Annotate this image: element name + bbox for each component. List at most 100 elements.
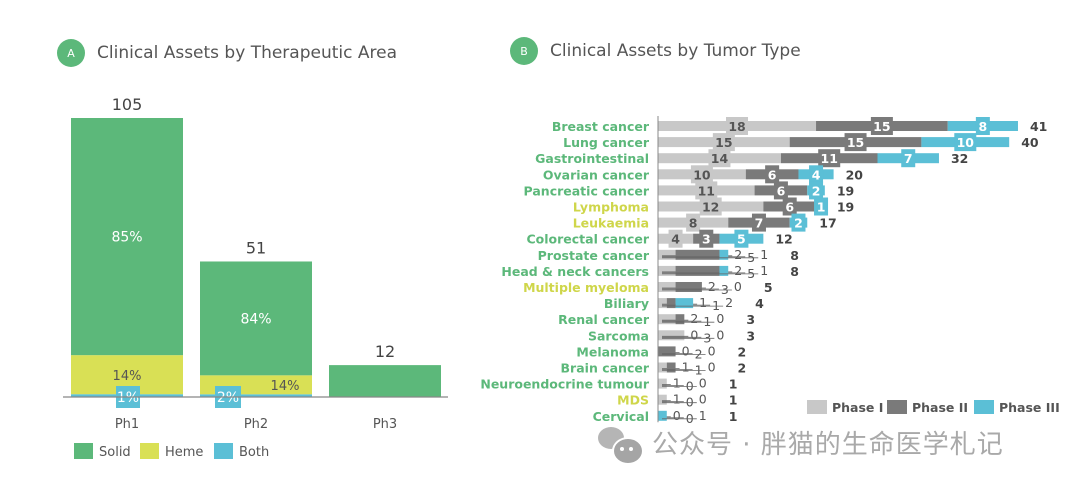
legend-swatch-phase-3 bbox=[974, 400, 994, 414]
tumor-label: Multiple myeloma bbox=[523, 280, 649, 295]
tumor-label: Leukaemia bbox=[573, 216, 649, 231]
phase-value-label: 5 bbox=[747, 250, 755, 265]
legend-swatch-heme bbox=[140, 443, 159, 459]
value-label-box bbox=[765, 165, 780, 184]
bar-total-label: 105 bbox=[112, 95, 143, 114]
phase-value-label: 3 bbox=[721, 282, 729, 297]
value-label-box bbox=[814, 197, 829, 216]
phase-value-label: 1 bbox=[760, 263, 768, 278]
legend-swatch-solid bbox=[74, 443, 93, 459]
value-label-box bbox=[870, 117, 893, 135]
phase-value-label: 1 bbox=[673, 392, 681, 407]
phase-value-label: 11 bbox=[821, 151, 838, 166]
row-total-label: 2 bbox=[738, 361, 747, 376]
tumor-label: Melanoma bbox=[576, 344, 649, 359]
category-label-ph3: Ph3 bbox=[373, 417, 397, 432]
tumor-label: Breast cancer bbox=[552, 119, 650, 134]
phase-value-label: 2 bbox=[725, 295, 733, 310]
bar-segment-phase-3 bbox=[719, 249, 729, 260]
phase-value-label: 6 bbox=[768, 167, 777, 182]
value-label-box bbox=[809, 165, 824, 184]
row-total-label: 5 bbox=[764, 280, 773, 295]
phase-value-label: 1 bbox=[673, 376, 681, 391]
panel-b-title: B Clinical Assets by Tumor Type bbox=[510, 37, 801, 65]
row-total-label: 20 bbox=[846, 167, 864, 182]
phase-value-label: 0 bbox=[716, 327, 724, 342]
phase-value-label: 2 bbox=[708, 279, 716, 294]
legend-label-phase-1: Phase I bbox=[832, 400, 883, 415]
value-label-box bbox=[699, 229, 714, 248]
bar-segment-phase-1 bbox=[658, 265, 676, 276]
phase-value-label: 0 bbox=[708, 343, 716, 358]
heme-percent-label: 14% bbox=[271, 379, 300, 394]
row-total-label: 32 bbox=[951, 151, 968, 166]
phase-value-label: 0 bbox=[686, 379, 694, 394]
wechat-icon bbox=[598, 425, 644, 465]
bar-segment-phase-2 bbox=[675, 265, 720, 276]
tumor-label: Renal cancer bbox=[558, 312, 650, 327]
bar-segment-phase-2 bbox=[675, 314, 685, 325]
row-total-label: 41 bbox=[1030, 119, 1047, 134]
bar-segment-solid bbox=[71, 118, 183, 356]
phase-value-label: 3 bbox=[703, 330, 711, 345]
legend-label-phase-3: Phase III bbox=[999, 400, 1060, 415]
phase-value-label: 0 bbox=[699, 392, 707, 407]
row-total-label: 3 bbox=[746, 312, 755, 327]
phase-value-label: 10 bbox=[957, 135, 975, 150]
tumor-label: Ovarian cancer bbox=[543, 167, 650, 182]
phase-value-label: 15 bbox=[715, 135, 732, 150]
bar-segment-phase-1 bbox=[658, 362, 667, 373]
row-total-label: 12 bbox=[775, 232, 792, 247]
phase-value-label: 12 bbox=[702, 200, 719, 215]
tumor-label: Colorectal cancer bbox=[526, 232, 649, 247]
bar-segment-both bbox=[200, 394, 312, 397]
bar-segment-phase-1 bbox=[658, 394, 667, 405]
phase-value-label: 4 bbox=[671, 232, 680, 247]
row-total-label: 19 bbox=[837, 200, 854, 215]
phase-value-label: 2 bbox=[794, 216, 803, 231]
bar-segment-phase-1 bbox=[658, 330, 685, 341]
phase-value-label: 0 bbox=[682, 343, 690, 358]
tumor-label: Prostate cancer bbox=[538, 248, 650, 263]
value-label-box bbox=[844, 133, 867, 152]
row-total-label: 17 bbox=[819, 216, 836, 231]
phase-value-label: 0 bbox=[708, 360, 716, 375]
phase-value-label: 0 bbox=[699, 376, 707, 391]
legend-swatch-both bbox=[214, 443, 233, 459]
bar-segment-phase-3 bbox=[719, 265, 729, 276]
row-total-label: 1 bbox=[729, 377, 738, 392]
category-label-ph1: Ph1 bbox=[115, 417, 139, 432]
row-total-label: 19 bbox=[837, 183, 854, 198]
value-label-box bbox=[975, 117, 990, 135]
phase-value-label: 1 bbox=[703, 314, 711, 329]
legend-swatch-phase-1 bbox=[807, 400, 827, 414]
bar-segment-phase-2 bbox=[675, 282, 702, 292]
phase-value-label: 1 bbox=[699, 295, 707, 310]
phase-value-label: 15 bbox=[847, 135, 864, 150]
tumor-label: Lung cancer bbox=[563, 135, 650, 150]
legend-label-both: Both bbox=[239, 445, 269, 460]
bar-segment-phase-2 bbox=[666, 298, 676, 309]
watermark: 公众号 · 胖猫的生命医学札记 bbox=[598, 424, 1004, 465]
row-total-label: 4 bbox=[755, 296, 764, 311]
value-label-box bbox=[726, 117, 749, 135]
legend-label-solid: Solid bbox=[99, 445, 131, 460]
solid-percent-label: 84% bbox=[240, 311, 271, 327]
watermark-text: 公众号 · 胖猫的生命医学札记 bbox=[652, 430, 1004, 460]
therapeutic-area-chart: 105 85% 14% 1% Ph1 51 84% 14% 2% Ph2 12 Ph3 Solid Hem… bbox=[63, 95, 448, 460]
value-label-box bbox=[791, 213, 806, 232]
bar-segment-phase-3 bbox=[658, 410, 667, 421]
both-percent-label: 1% bbox=[117, 390, 139, 406]
value-label-box bbox=[782, 197, 797, 216]
tumor-label: Sarcoma bbox=[588, 328, 649, 343]
phase-value-label: 5 bbox=[747, 266, 755, 281]
solid-percent-label: 85% bbox=[111, 230, 142, 246]
heme-percent-label: 14% bbox=[113, 369, 142, 384]
bar-segment-phase-1 bbox=[658, 249, 676, 260]
phase-value-label: 1 bbox=[682, 360, 690, 375]
row-total-label: 3 bbox=[746, 328, 755, 343]
phase-value-label: 11 bbox=[698, 183, 715, 198]
row-total-label: 2 bbox=[738, 344, 747, 359]
panel-a-badge: A bbox=[57, 39, 85, 67]
